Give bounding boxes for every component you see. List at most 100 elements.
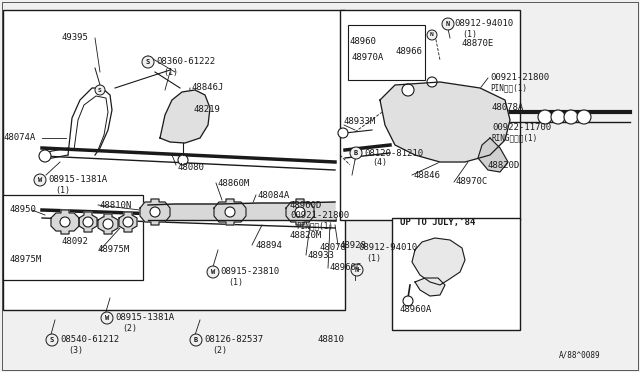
Circle shape [142,56,154,68]
Circle shape [551,110,565,124]
Text: (1): (1) [366,253,381,263]
Circle shape [34,174,46,186]
Text: 48084A: 48084A [258,190,291,199]
Polygon shape [119,212,137,232]
Text: 08915-1381A: 08915-1381A [48,176,107,185]
Circle shape [103,219,113,229]
Text: 48846J: 48846J [192,83,224,93]
Text: 08912-94010: 08912-94010 [358,244,417,253]
Circle shape [564,110,578,124]
Text: 08915-23810: 08915-23810 [220,267,279,276]
Text: UP TO JULY,'84: UP TO JULY,'84 [400,218,476,227]
Text: S: S [146,59,150,65]
Circle shape [46,334,58,346]
Text: 48810: 48810 [318,336,345,344]
Text: S: S [98,87,102,93]
Circle shape [178,155,188,165]
Text: A/88^0089: A/88^0089 [558,350,600,359]
Text: (2): (2) [212,346,227,355]
Circle shape [150,207,160,217]
Text: PINピン(1): PINピン(1) [296,221,333,231]
Polygon shape [286,199,314,225]
Circle shape [442,18,454,30]
Polygon shape [412,238,465,285]
Text: 08912-94010: 08912-94010 [454,19,513,29]
Text: (3): (3) [68,346,83,355]
Polygon shape [160,90,210,143]
Text: N: N [446,21,450,27]
Circle shape [577,110,591,124]
Text: 48078: 48078 [320,244,347,253]
Circle shape [402,84,414,96]
Text: 00921-21800: 00921-21800 [290,212,349,221]
Text: N: N [355,267,359,273]
Text: 00921-21800: 00921-21800 [490,74,549,83]
Text: 08126-82537: 08126-82537 [204,336,263,344]
Circle shape [427,30,437,40]
Text: 08120-81210: 08120-81210 [364,148,423,157]
Circle shape [101,312,113,324]
Bar [348,25,425,80]
Circle shape [538,110,552,124]
Text: 48975M: 48975M [98,246,131,254]
Polygon shape [380,82,510,162]
Text: 08915-1381A: 08915-1381A [115,314,174,323]
Text: W: W [105,315,109,321]
Polygon shape [140,199,170,225]
Text: (1): (1) [228,279,243,288]
Text: 48933: 48933 [308,250,335,260]
Text: W: W [38,177,42,183]
Polygon shape [415,278,445,296]
Bar [3,10,345,310]
Text: (1): (1) [462,29,477,38]
Bar [392,218,520,330]
Circle shape [95,85,105,95]
Polygon shape [214,199,246,225]
Text: 48960A: 48960A [400,305,432,314]
Text: B: B [354,150,358,156]
Circle shape [225,207,235,217]
Circle shape [123,217,133,227]
Text: 48810N: 48810N [100,201,132,209]
Text: 08360-61222: 08360-61222 [156,58,215,67]
Text: 48078A: 48078A [492,103,524,112]
Text: 48092: 48092 [62,237,89,247]
Text: (1): (1) [163,67,178,77]
Text: 00922-11700: 00922-11700 [492,124,551,132]
Text: 48820D: 48820D [488,160,520,170]
Text: (2): (2) [122,324,137,333]
Text: 48960D: 48960D [290,201,323,209]
Circle shape [427,77,437,87]
Circle shape [403,296,413,306]
Text: 48960C: 48960C [330,263,362,273]
Polygon shape [478,138,508,172]
Bar [340,10,520,220]
Polygon shape [148,202,335,220]
Text: 48219: 48219 [194,106,221,115]
Circle shape [350,147,362,159]
Text: 48970C: 48970C [456,177,488,186]
Text: 48080: 48080 [178,164,205,173]
Text: S: S [50,337,54,343]
Text: RINGリング(1): RINGリング(1) [492,134,538,142]
Text: 48975M: 48975M [10,256,42,264]
Text: 48074A: 48074A [4,134,36,142]
Text: 48894: 48894 [255,241,282,250]
Text: PINピン(1): PINピン(1) [490,83,527,93]
Text: (1): (1) [55,186,70,195]
Text: 48933M: 48933M [344,118,376,126]
Circle shape [39,150,51,162]
Text: 08540-61212: 08540-61212 [60,336,119,344]
Text: 48950: 48950 [10,205,37,215]
Text: B: B [194,337,198,343]
Polygon shape [98,214,118,234]
Text: 49395: 49395 [62,33,89,42]
Text: 48820M: 48820M [290,231,323,240]
Circle shape [60,217,70,227]
Text: (4): (4) [372,158,387,167]
Circle shape [190,334,202,346]
Circle shape [295,207,305,217]
Polygon shape [51,210,79,234]
Text: 48928: 48928 [340,241,367,250]
Text: 48970A: 48970A [352,54,384,62]
